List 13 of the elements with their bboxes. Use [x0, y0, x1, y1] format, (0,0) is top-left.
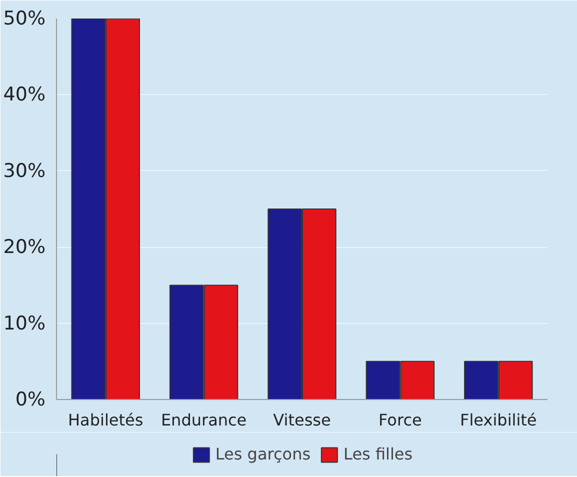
x-tick-label: Flexibilité	[460, 410, 537, 430]
y-tick-label: 40%	[3, 84, 46, 106]
y-tick-label: 0%	[15, 388, 46, 410]
y-tick-label: 20%	[3, 236, 46, 258]
x-tick-label: Vitesse	[273, 410, 331, 430]
y-tick-label: 10%	[3, 312, 46, 334]
x-tick-label: Endurance	[160, 410, 247, 430]
legend-label: Les filles	[344, 444, 413, 464]
y-tick-label: 50%	[3, 8, 46, 30]
x-tick-label: Force	[378, 410, 422, 430]
y-tick-label: 30%	[3, 160, 46, 182]
x-tick-label: Habiletés	[68, 410, 144, 430]
legend-label: Les garçons	[215, 444, 311, 464]
